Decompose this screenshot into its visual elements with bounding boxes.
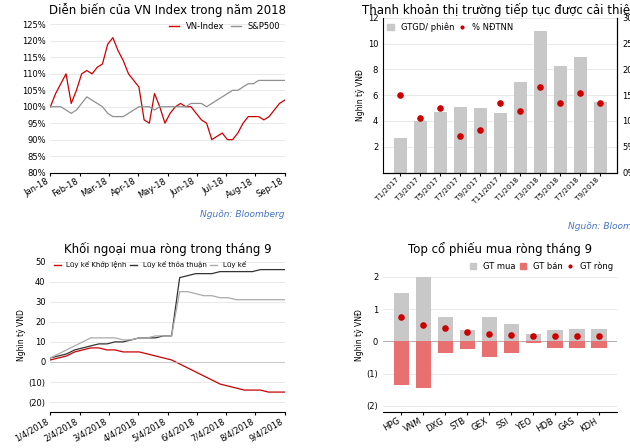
Bar [481, 317, 497, 341]
Bar [416, 341, 431, 388]
Point [475, 126, 485, 134]
Bar [454, 107, 467, 172]
Bar [592, 329, 607, 341]
GT ròng [484, 331, 495, 338]
GT ròng [506, 331, 516, 338]
Point [395, 92, 405, 99]
GT ròng [550, 333, 560, 340]
Y-axis label: Nghìn tỷ VNĐ: Nghìn tỷ VNĐ [355, 309, 364, 361]
Bar [525, 341, 541, 343]
Point [495, 99, 505, 107]
Point [455, 133, 466, 140]
Bar [547, 330, 563, 341]
Bar [460, 330, 475, 341]
GT ròng [418, 322, 428, 329]
Bar [494, 113, 507, 172]
Bar [438, 341, 453, 353]
Point [435, 104, 445, 112]
GT ròng [594, 332, 604, 339]
Point [515, 107, 525, 114]
Bar [433, 112, 447, 172]
Bar [394, 293, 409, 341]
Title: Khối ngoại mua ròng trong tháng 9: Khối ngoại mua ròng trong tháng 9 [64, 242, 272, 256]
GT ròng [396, 314, 406, 321]
Bar [503, 323, 519, 341]
Point [555, 99, 565, 107]
Bar [394, 138, 407, 172]
Legend: GTGD/ phiên, % NĐTNN: GTGD/ phiên, % NĐTNN [387, 22, 513, 32]
Legend: GT mua, GT bán, GT ròng: GT mua, GT bán, GT ròng [469, 262, 613, 271]
Bar [554, 65, 567, 172]
Bar [534, 31, 547, 172]
Bar [438, 317, 453, 341]
Y-axis label: Nghìn tỷ VND: Nghìn tỷ VND [17, 309, 26, 361]
Legend: VN-Index, S&P500: VN-Index, S&P500 [169, 22, 280, 31]
Legend: Lũy kế Khớp lệnh, Lũy kế thỏa thuận, Lũy kế: Lũy kế Khớp lệnh, Lũy kế thỏa thuận, Lũy… [54, 261, 246, 268]
Bar [481, 341, 497, 358]
Bar [513, 82, 527, 172]
Bar [503, 341, 519, 353]
Bar [525, 334, 541, 341]
Bar [416, 277, 431, 341]
Point [536, 84, 546, 91]
GT ròng [440, 325, 450, 332]
GT ròng [528, 332, 538, 339]
Bar [593, 102, 607, 172]
GT ròng [572, 332, 582, 340]
Bar [414, 121, 427, 172]
Bar [570, 329, 585, 341]
Bar [547, 341, 563, 349]
Bar [574, 56, 587, 172]
Title: Top cổ phiếu mua ròng tháng 9: Top cổ phiếu mua ròng tháng 9 [408, 242, 592, 256]
GT ròng [462, 328, 472, 335]
Bar [592, 341, 607, 348]
Point [415, 115, 425, 122]
Title: Thanh khoản thị trường tiếp tục được cải thiện: Thanh khoản thị trường tiếp tục được cải… [362, 3, 630, 17]
Bar [394, 341, 409, 385]
Y-axis label: Nghìn tỷ VNĐ: Nghìn tỷ VNĐ [356, 69, 365, 121]
Bar [474, 108, 487, 172]
Text: Nguồn: Bloomberg: Nguồn: Bloomberg [200, 209, 285, 219]
Point [595, 99, 605, 107]
Title: Diễn biến của VN Index trong năm 2018: Diễn biến của VN Index trong năm 2018 [49, 3, 286, 17]
Text: Nguồn: Bloomberg: Nguồn: Bloomberg [568, 222, 630, 231]
Bar [460, 341, 475, 349]
Bar [570, 341, 585, 349]
Point [575, 89, 585, 96]
